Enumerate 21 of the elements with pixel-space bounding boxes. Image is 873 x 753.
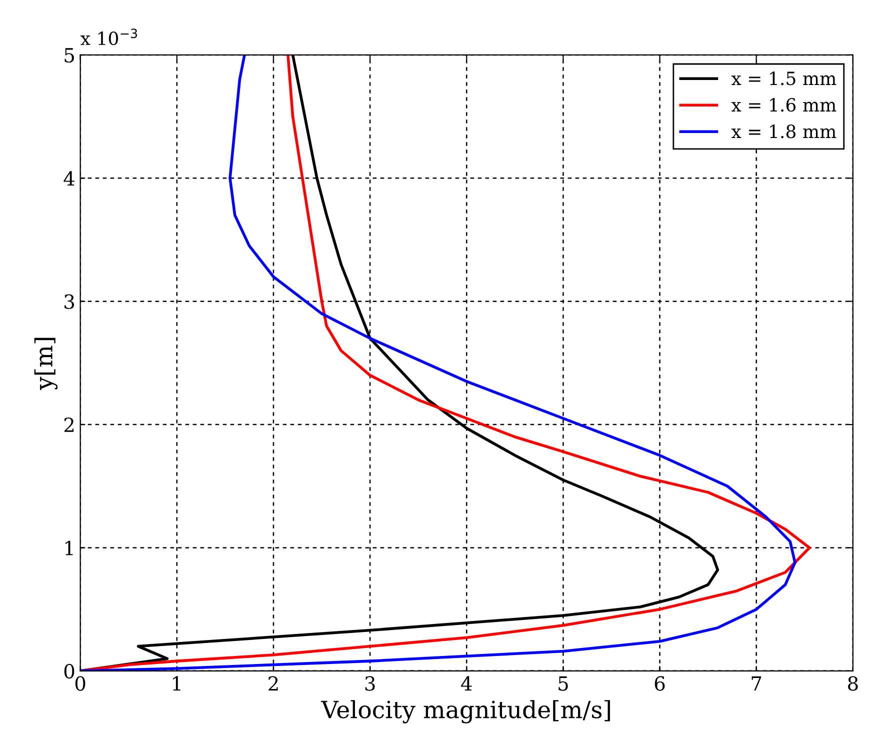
text: x 10$^{−3}$ bbox=[80, 28, 138, 46]
legend-label: x = 1.6 mm bbox=[731, 98, 836, 112]
x-tick-label: 3 bbox=[365, 676, 375, 691]
legend-label: x = 1.5 mm bbox=[731, 72, 836, 86]
x-tick-label: 6 bbox=[654, 676, 665, 691]
y-tick-label: 0 bbox=[64, 664, 74, 679]
y-tick-label: 4 bbox=[64, 171, 74, 186]
x-tick-label: 4 bbox=[461, 676, 472, 691]
x-tick-label: 7 bbox=[752, 676, 762, 691]
y-tick-label: 1 bbox=[65, 540, 73, 556]
y-axis-title: y[m] bbox=[34, 338, 58, 390]
y-tick-label: 3 bbox=[64, 294, 74, 310]
x-tick-label: 1 bbox=[173, 676, 180, 691]
x-tick-label: 0 bbox=[75, 676, 86, 691]
y-tick-label: 2 bbox=[64, 417, 74, 432]
x-tick-label: 8 bbox=[848, 676, 858, 691]
legend-label: x = 1.8 mm bbox=[731, 124, 836, 138]
x-tick-label: 2 bbox=[268, 676, 278, 691]
y-tick-label: 5 bbox=[64, 48, 74, 63]
x-axis-title: Velocity magnitude[m/s] bbox=[321, 700, 610, 724]
x-tick-label: 5 bbox=[558, 676, 568, 691]
